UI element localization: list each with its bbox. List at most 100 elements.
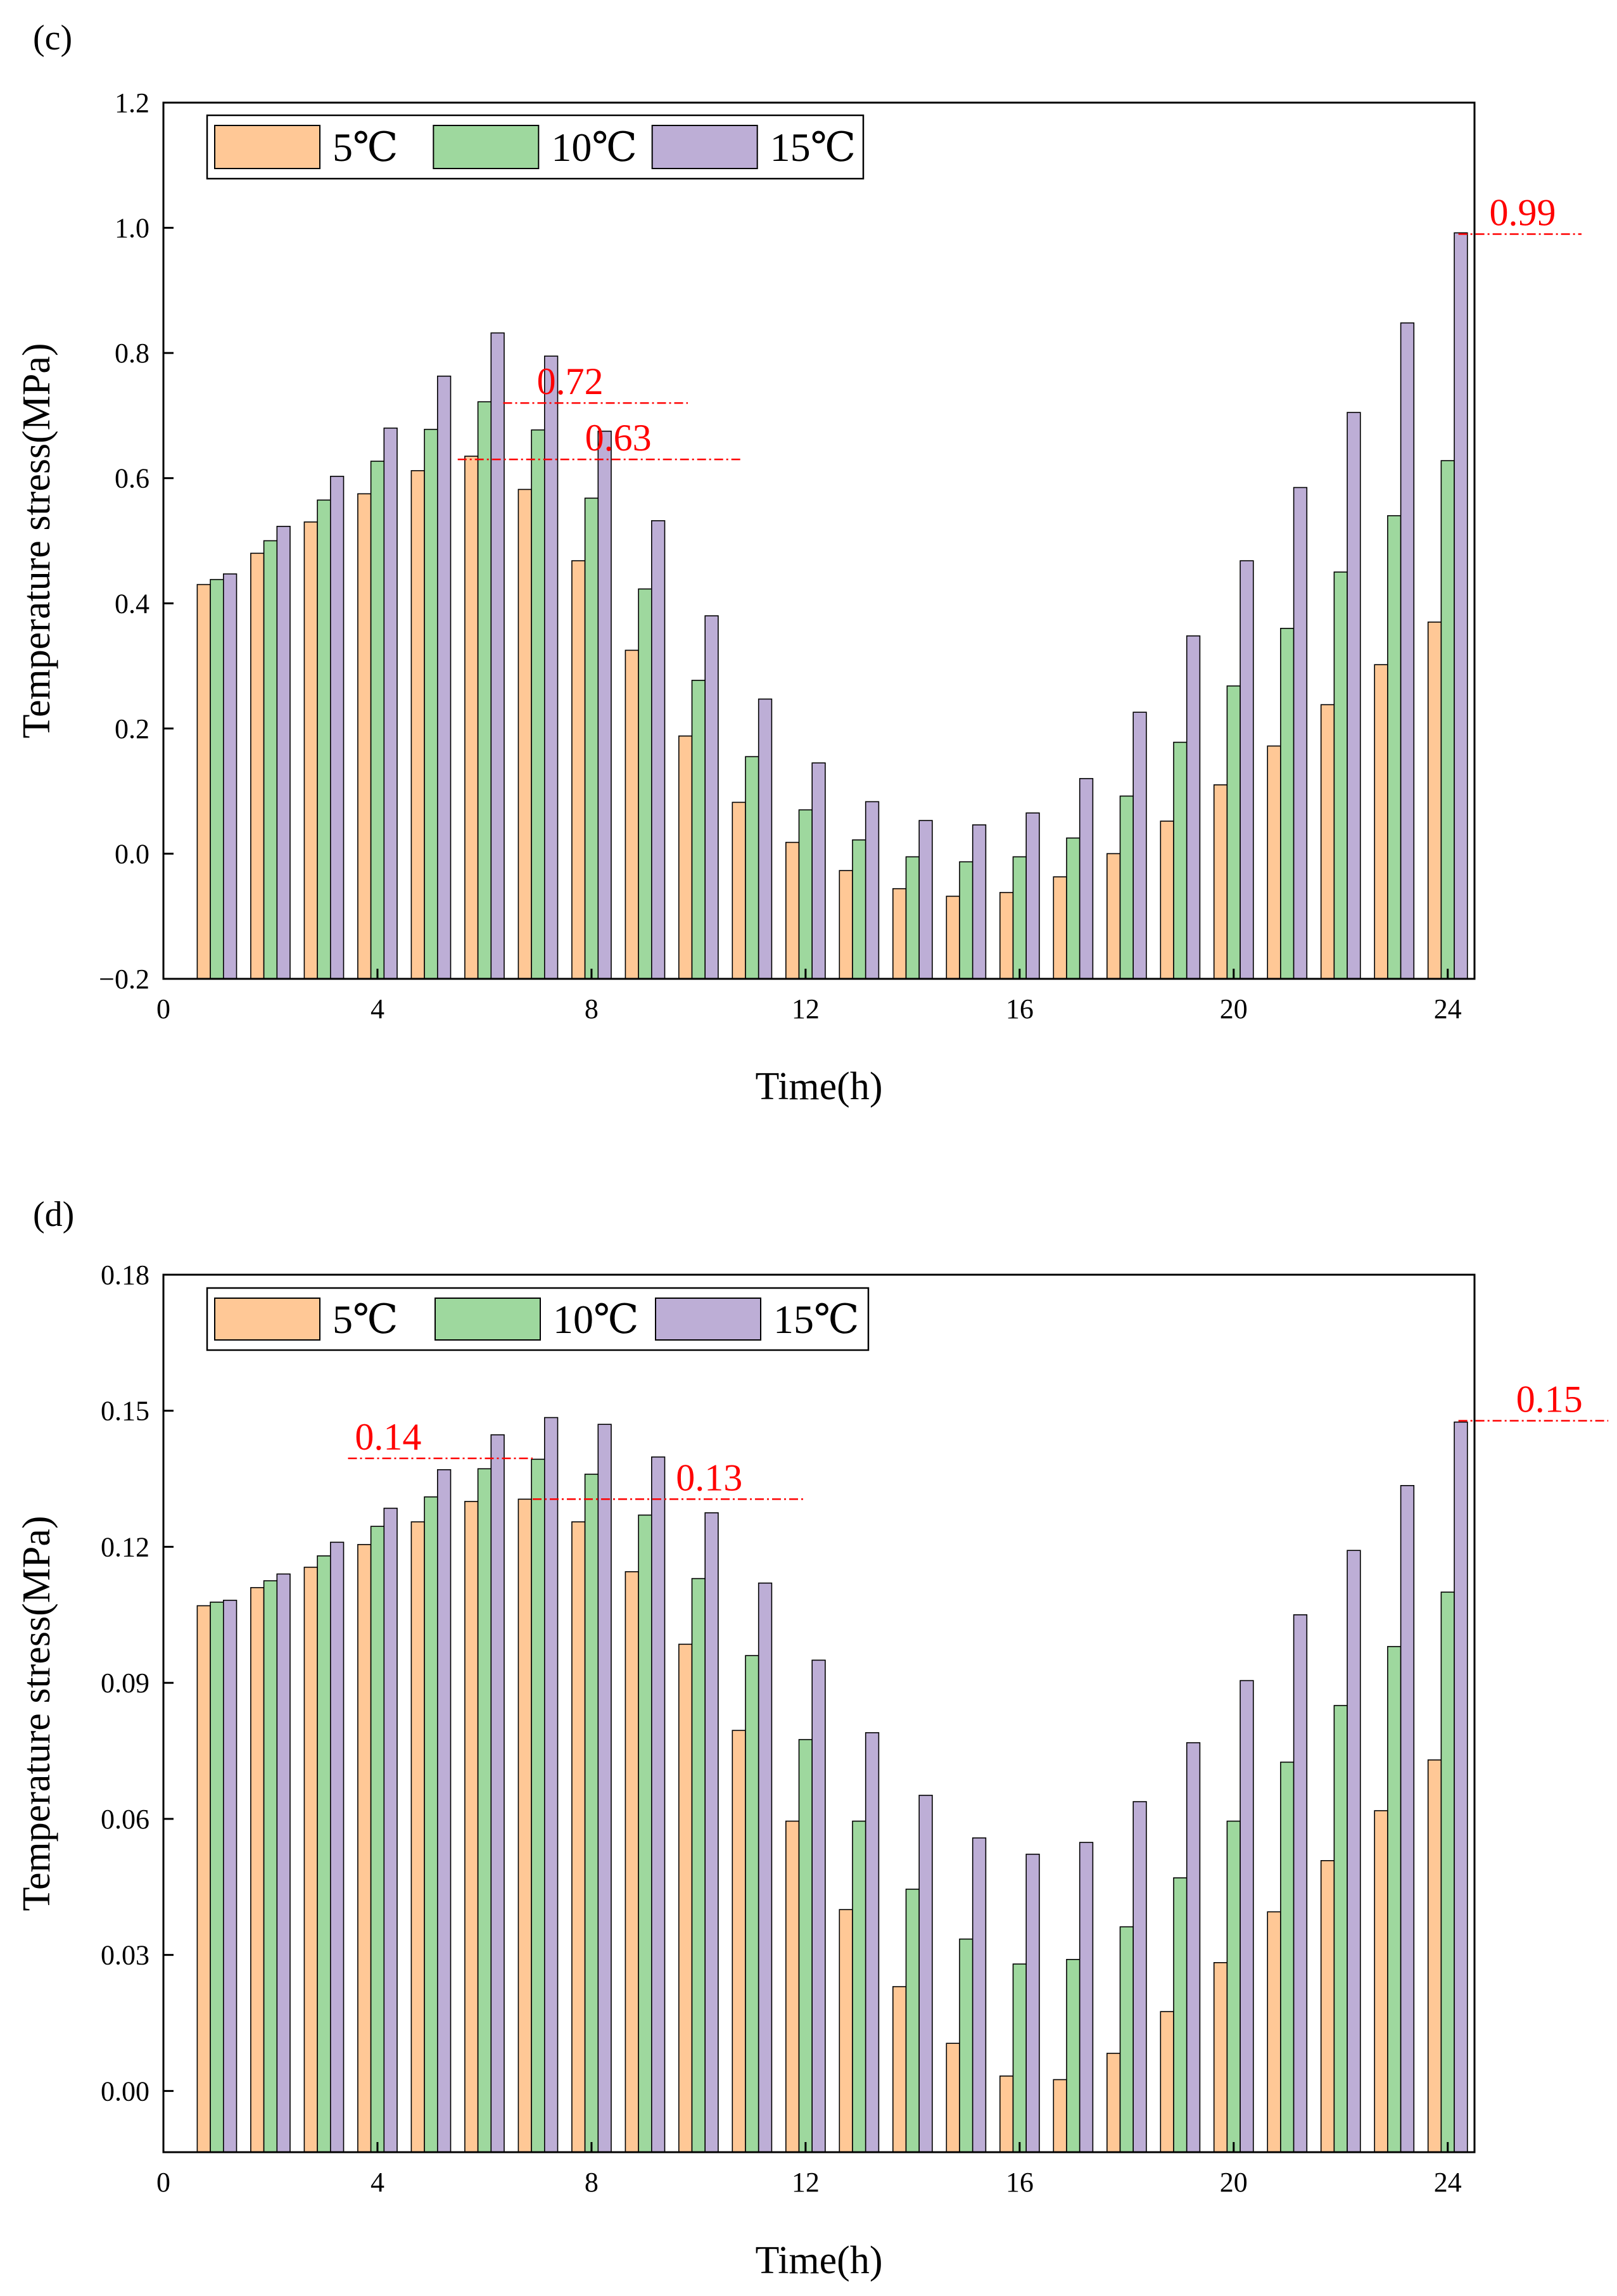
bar	[517, 1498, 532, 2153]
bar	[1293, 1614, 1308, 2153]
bar	[263, 540, 278, 979]
x-tick-label: 4	[371, 993, 384, 1024]
bar	[1173, 741, 1188, 979]
bar	[1333, 1705, 1348, 2153]
legend-label: 10℃	[551, 125, 637, 170]
y-axis-title: Temperature stress(MPa)	[15, 1515, 58, 1911]
bar	[303, 1566, 318, 2153]
legend-label: 5℃	[333, 125, 398, 170]
bar	[811, 1659, 826, 2153]
legend-swatch	[214, 125, 320, 169]
panel-label: (d)	[33, 1195, 74, 1234]
chart-panel-c: (c) −0.2 0.0 0.2 0.4 0.6 0.8 1.0 1.2 0 4 8 12 16 20 24 T…	[15, 18, 1582, 1108]
bar	[651, 520, 666, 979]
bar	[531, 1458, 545, 2153]
bar	[1079, 778, 1094, 979]
bar	[1427, 622, 1442, 979]
bar	[1079, 1842, 1094, 2153]
bar	[222, 1600, 238, 2153]
bar	[250, 1587, 265, 2153]
bar	[704, 1512, 719, 2153]
bar	[1267, 1911, 1281, 2153]
legend-swatch	[434, 1298, 541, 1341]
bar	[905, 1889, 920, 2153]
annotation-label: 0.15	[1516, 1378, 1583, 1420]
bar	[477, 1468, 492, 2153]
bar	[477, 401, 492, 979]
bar	[464, 456, 479, 979]
bar	[1240, 560, 1254, 979]
bar	[464, 1501, 479, 2153]
bar	[1400, 322, 1415, 979]
bar	[329, 475, 345, 979]
bar	[892, 888, 907, 979]
bar	[678, 1643, 693, 2153]
bar	[638, 588, 652, 979]
annotation-label: 0.14	[355, 1416, 421, 1458]
bar	[222, 573, 238, 979]
legend-swatch	[433, 125, 540, 169]
bar	[1012, 1963, 1027, 2153]
bar	[905, 856, 920, 979]
bar	[424, 1496, 438, 2153]
bar	[1347, 1550, 1361, 2153]
bar	[959, 861, 973, 979]
bar	[517, 488, 532, 979]
x-tick-label: 12	[792, 2167, 820, 2198]
bar-series-3	[222, 232, 1468, 979]
bar	[1132, 711, 1147, 979]
bar	[276, 525, 291, 979]
bar	[597, 1424, 612, 2153]
x-axis-title: Time(h)	[756, 2239, 883, 2282]
bar	[196, 584, 211, 979]
y-tick-label: 1.0	[115, 213, 149, 244]
bar	[584, 497, 599, 979]
legend-swatch	[655, 1298, 761, 1341]
bar	[1160, 820, 1174, 979]
bar	[1066, 1959, 1081, 2153]
y-tick-label: 1.2	[115, 87, 149, 118]
bar	[678, 735, 693, 979]
bar	[972, 824, 987, 979]
bar	[691, 680, 706, 979]
bar	[1025, 1853, 1040, 2153]
bar	[811, 762, 826, 979]
x-tick-label: 20	[1220, 2167, 1248, 2198]
bar	[785, 1820, 800, 2153]
bar	[1186, 635, 1201, 979]
bar	[651, 1456, 666, 2153]
bar	[329, 1541, 345, 2153]
x-axis-title: Time(h)	[756, 1065, 883, 1108]
bar	[946, 2043, 960, 2153]
y-tick-label: 0.4	[115, 588, 149, 619]
legend-swatch	[214, 1298, 320, 1341]
x-tick-label: 0	[156, 2167, 170, 2198]
bar	[758, 698, 773, 979]
bar	[999, 2076, 1014, 2153]
bar	[531, 429, 545, 979]
bar	[543, 355, 559, 979]
bar	[865, 1732, 880, 2153]
bar	[1132, 1801, 1147, 2153]
bar	[1173, 1877, 1188, 2153]
bar	[865, 801, 880, 979]
bar	[490, 1434, 505, 2153]
bar	[1454, 1421, 1468, 2153]
bar	[918, 1794, 933, 2153]
y-tick-label: 0.03	[101, 1940, 149, 1971]
bar	[383, 427, 398, 979]
bar	[1213, 784, 1228, 979]
bar-series-1	[196, 1498, 1442, 2153]
bar	[1387, 1646, 1402, 2153]
bar	[370, 461, 385, 979]
bar	[1240, 1680, 1254, 2153]
bar	[1053, 876, 1067, 979]
x-tick-label: 16	[1006, 2167, 1034, 2198]
bar	[436, 1469, 452, 2153]
legend-label: 5℃	[333, 1297, 398, 1342]
bar	[745, 1655, 759, 2153]
legend-swatch	[651, 125, 758, 169]
bar	[210, 578, 224, 979]
bar	[303, 521, 318, 979]
